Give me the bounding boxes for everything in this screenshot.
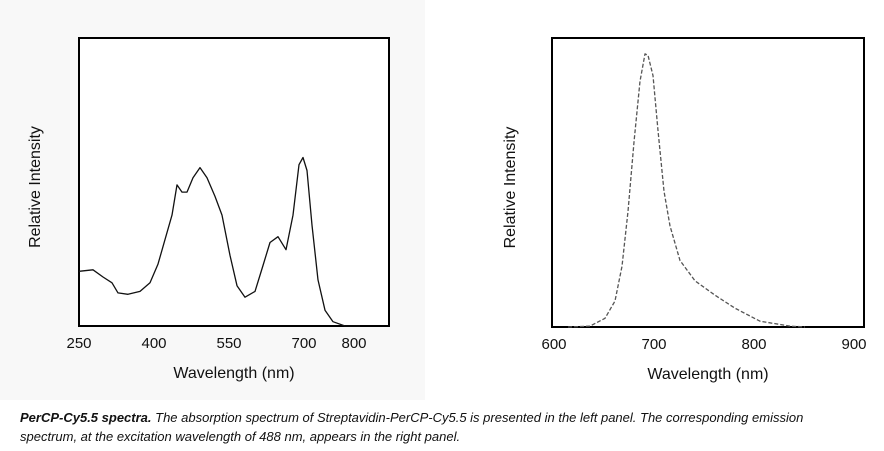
x-tick-label: 600 [541,336,566,353]
x-tick-label: 250 [66,335,91,352]
caption-text: The absorption spectrum of Streptavidin-… [20,410,804,444]
x-tick-label: 700 [291,335,316,352]
x-tick-label: 400 [141,335,166,352]
y-axis-title: Relative Intensity [502,127,519,249]
plot-frame [78,37,390,327]
spectrum-line [567,53,806,328]
x-tick-label: 700 [641,336,666,353]
caption-lead: PerCP-Cy5.5 spectra. [20,410,152,425]
plot-frame [551,37,865,328]
x-tick-label: 800 [741,336,766,353]
x-axis-title: Wavelength (nm) [647,366,768,383]
y-axis-title: Relative Intensity [27,126,44,248]
x-axis-title: Wavelength (nm) [173,365,294,382]
caption: PerCP-Cy5.5 spectra. The absorption spec… [20,408,820,446]
x-tick-label: 550 [216,335,241,352]
x-tick-label: 800 [341,335,366,352]
spectrum-line [78,156,360,327]
x-tick-label: 900 [841,336,866,353]
